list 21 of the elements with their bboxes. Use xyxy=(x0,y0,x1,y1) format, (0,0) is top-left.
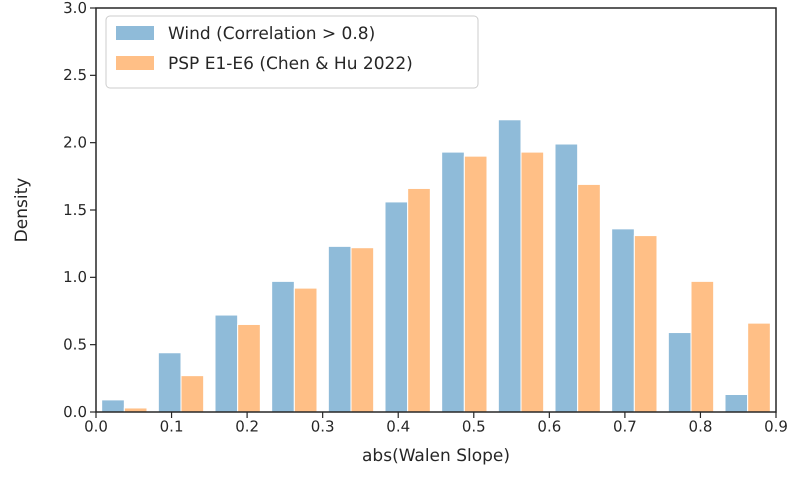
y-tick-label: 0.5 xyxy=(63,335,87,354)
y-tick-label: 1.5 xyxy=(63,200,87,219)
legend-label: PSP E1-E6 (Chen & Hu 2022) xyxy=(168,54,413,74)
y-axis-title: Density xyxy=(12,178,32,242)
y-tick-label: 2.0 xyxy=(63,133,87,152)
x-tick-label: 0.0 xyxy=(84,418,108,436)
x-tick-label: 0.9 xyxy=(764,418,788,436)
x-tick-label: 0.6 xyxy=(537,418,562,436)
x-tick-label: 0.7 xyxy=(612,418,637,436)
y-tick-label: 0.0 xyxy=(63,402,87,421)
x-axis-title: abs(Walen Slope) xyxy=(362,446,510,466)
x-tick-label: 0.3 xyxy=(310,418,335,436)
x-tick-label: 0.4 xyxy=(386,418,410,436)
x-tick-label: 0.8 xyxy=(688,418,712,436)
y-tick-label: 1.0 xyxy=(63,268,87,286)
y-tick-label: 2.5 xyxy=(63,66,87,84)
legend-label: Wind (Correlation > 0.8) xyxy=(168,24,376,44)
x-tick-label: 0.5 xyxy=(462,418,486,436)
x-tick-label: 0.1 xyxy=(160,418,184,436)
y-tick-label: 3.0 xyxy=(63,0,87,17)
x-tick-label: 0.2 xyxy=(235,418,260,436)
